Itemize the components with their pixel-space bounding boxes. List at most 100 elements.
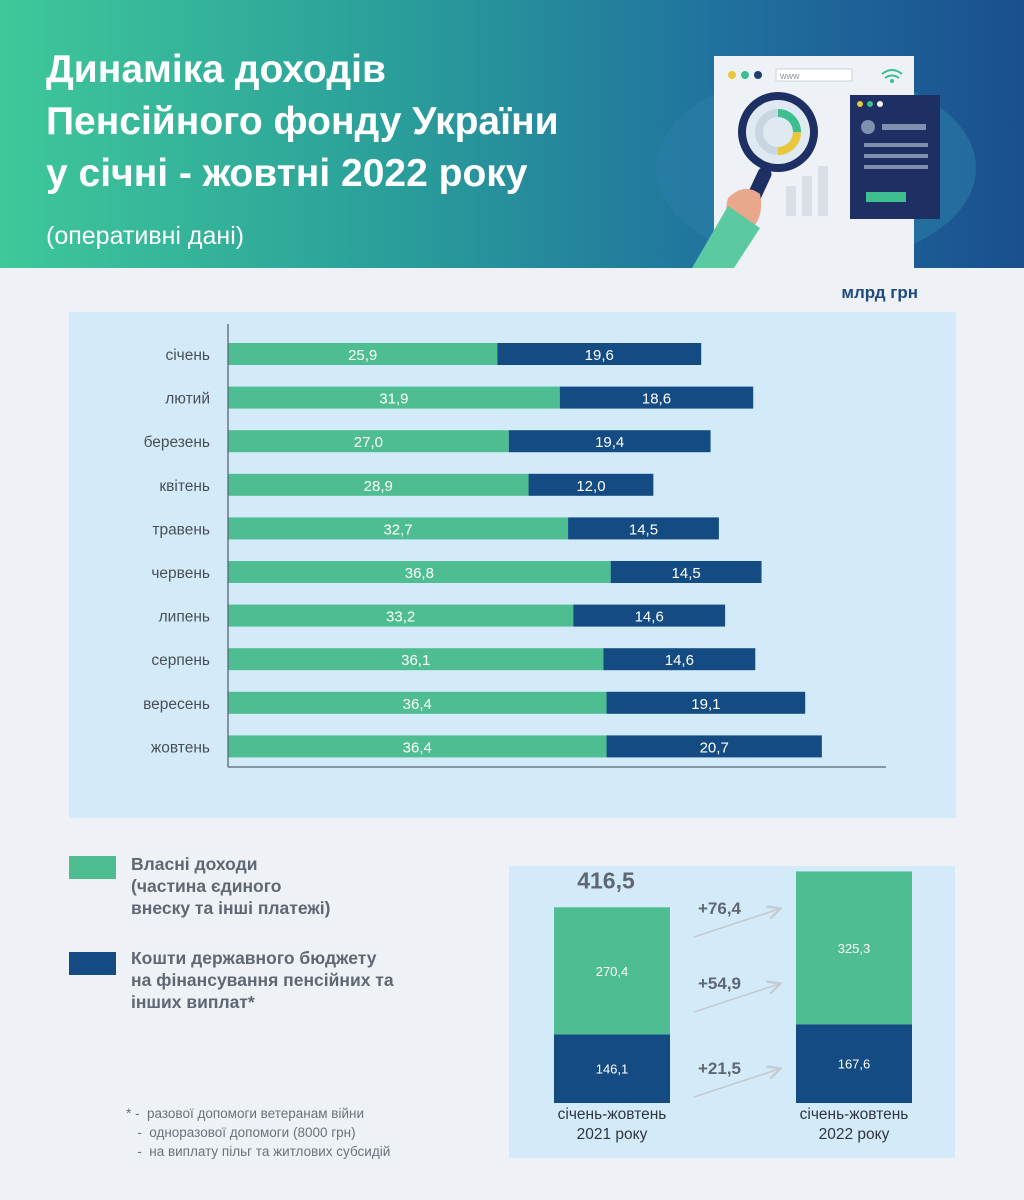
bar-value-label: 25,9 (348, 347, 377, 364)
category-label: жовтень (151, 739, 210, 756)
difference-arrow-icon (693, 1069, 779, 1098)
bar-state-budget (559, 386, 754, 409)
footnote-item: на виплату пільг та житлових субсидій (149, 1144, 391, 1159)
bar-state-budget (610, 561, 762, 583)
summary-bar-value-label: 325,3 (838, 941, 871, 956)
bar-state-budget (603, 648, 756, 671)
bar-value-label: 20,7 (700, 739, 729, 756)
legend-swatch-own-income (69, 856, 116, 879)
bar-state-budget (508, 430, 711, 453)
bar-value-label: 14,6 (665, 652, 694, 669)
bar-value-label: 12,0 (576, 478, 605, 495)
difference-arrow-icon (693, 909, 779, 938)
category-label: січень (165, 347, 210, 364)
legend-label-state-budget: Кошти державного бюджету на фінансування… (131, 948, 394, 1012)
browser-dot-icon (741, 71, 749, 79)
category-label: лютий (165, 391, 210, 408)
bar-value-label: 31,9 (379, 391, 408, 408)
unit-label: млрд грн (841, 283, 918, 302)
category-label: березень (144, 434, 210, 451)
summary-bar-value-label: 167,6 (838, 1057, 871, 1072)
summary-bar-own-income (554, 907, 670, 1035)
mini-bar-illustration (802, 176, 812, 216)
donut-segment-illustration (777, 109, 801, 133)
page-title: Динаміка доходів Пенсійного фонду Україн… (46, 48, 559, 195)
bar-own-income (228, 517, 569, 540)
bar-value-label: 33,2 (386, 609, 415, 626)
mini-bar-illustration (786, 186, 796, 216)
bar-value-label: 36,4 (403, 696, 432, 713)
summary-bar-state-budget (554, 1034, 670, 1103)
summary-category-label: 2022 року (819, 1126, 890, 1143)
address-bar-illustration (775, 68, 853, 82)
footnote-item: разової допомоги ветеранам війни (147, 1106, 365, 1121)
browser-dot-icon (728, 71, 736, 79)
page-subtitle: (оперативні дані) (46, 222, 245, 250)
summary-category-label: 2021 року (577, 1126, 648, 1143)
monthly-bar-chart-panel: січень 25,9 19,6 лютий 31,9 18,6 березень 27,0 1… (69, 312, 956, 818)
analytics-illustration: www (656, 56, 976, 268)
bar-value-label: 32,7 (383, 521, 412, 538)
summary-bar-value-label: 270,4 (596, 964, 629, 979)
bar-value-label: 19,6 (585, 347, 614, 364)
category-label: серпень (151, 652, 210, 669)
browser-dot-icon (754, 71, 762, 79)
bar-state-budget (528, 473, 654, 496)
difference-label: +76,4 (698, 899, 742, 918)
card-dot-icon (867, 101, 873, 107)
footnote: * - разової допомоги ветеранам війни - о… (126, 1104, 390, 1161)
footnote-row: * - разової допомоги ветеранам війни (126, 1106, 365, 1121)
bar-value-label: 14,5 (629, 521, 658, 538)
bar-own-income (228, 648, 604, 671)
category-label: червень (151, 565, 210, 582)
difference-label: +21,5 (698, 1059, 741, 1078)
card-line-illustration (864, 143, 928, 147)
bar-value-label: 14,5 (672, 565, 701, 582)
bar-state-budget (497, 343, 702, 365)
bar-state-budget (568, 517, 719, 540)
summary-bar-state-budget (796, 1024, 912, 1103)
card-avatar-icon (861, 120, 875, 134)
header-banner: Динаміка доходів Пенсійного фонду Україн… (0, 0, 1024, 268)
card-button-illustration (866, 192, 906, 202)
category-label: вересень (143, 696, 210, 713)
bar-state-budget (573, 604, 726, 627)
bar-value-label: 36,8 (405, 565, 434, 582)
category-label: травень (152, 521, 210, 538)
bar-value-label: 28,9 (364, 478, 393, 495)
legend-label-own-income: Власні доходи (частина єдиного внеску та… (131, 854, 331, 918)
bar-own-income (228, 343, 498, 365)
card-line-illustration (882, 124, 926, 130)
mini-bar-illustration (818, 166, 828, 216)
wifi-dot-icon (890, 79, 894, 83)
footnote-star: * (126, 1106, 132, 1121)
card-dot-icon (857, 101, 863, 107)
bar-state-budget (606, 735, 822, 758)
summary-category-label: січень-жовтень (800, 1106, 909, 1123)
bar-value-label: 19,1 (691, 696, 720, 713)
sleeve-illustration (692, 206, 760, 268)
bar-value-label: 27,0 (354, 434, 383, 451)
bar-own-income (228, 430, 509, 453)
summary-bar-own-income (796, 871, 912, 1025)
bar-own-income (228, 604, 574, 627)
address-bar-text: www (779, 71, 800, 81)
difference-arrow-icon (693, 984, 779, 1013)
card-dot-icon (877, 101, 883, 107)
bar-own-income (228, 691, 607, 714)
bar-value-label: 14,6 (635, 609, 664, 626)
bar-own-income (228, 473, 529, 496)
bar-value-label: 19,4 (595, 434, 624, 451)
summary-chart-panel: 270,4 146,1 416,5 січень-жовтень 2021 року 32… (509, 831, 955, 1158)
monthly-stacked-bar-chart: січень 25,9 19,6 лютий 31,9 18,6 березень 27,0 1… (143, 324, 886, 768)
summary-stacked-bar-chart: 270,4 146,1 416,5 січень-жовтень 2021 року 32… (554, 831, 912, 1143)
bar-own-income (228, 386, 560, 409)
difference-label: +54,9 (698, 974, 741, 993)
summary-category-label: січень-жовтень (558, 1106, 667, 1123)
bar-value-label: 36,4 (403, 739, 432, 756)
bar-own-income (228, 561, 611, 583)
wifi-icon (881, 69, 903, 79)
footnote-item: одноразової допомоги (8000 грн) (149, 1125, 356, 1140)
bar-state-budget (606, 691, 806, 714)
category-label: квітень (159, 478, 210, 495)
